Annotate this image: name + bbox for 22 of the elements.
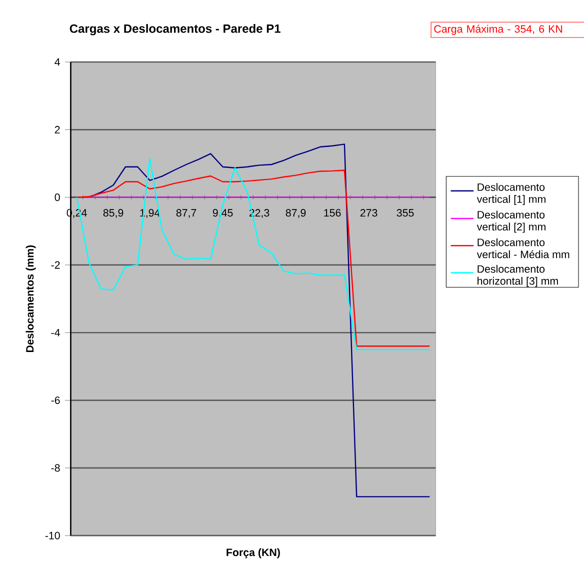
- y-tick-label: -6: [51, 396, 60, 404]
- x-tick-label: 156: [324, 209, 341, 217]
- chart-title: Cargas x Deslocamentos - Parede P1: [70, 24, 280, 36]
- legend-label: Deslocamento horizontal [3] mm: [478, 264, 558, 287]
- y-tick-label: -10: [45, 532, 60, 540]
- y-tick-label: -8: [51, 464, 60, 472]
- y-tick-label: -2: [51, 261, 60, 269]
- legend-label: Deslocamento vertical [2] mm: [476, 210, 546, 233]
- legend-label: Deslocamento vertical [1] mm: [476, 183, 546, 206]
- x-tick-label: 87,7: [176, 209, 196, 218]
- y-tick-label: -4: [51, 328, 60, 336]
- x-axis-title: Força (KN): [226, 548, 280, 558]
- x-tick-label: 355: [396, 209, 414, 217]
- y-tick-label: 2: [54, 126, 60, 134]
- x-tick-label: 87,9: [286, 209, 306, 218]
- x-tick-label: 85,9: [103, 209, 124, 218]
- y-axis-title: Deslocamentos (mm): [26, 245, 36, 352]
- text: Carga Máxima - 354, 6 KN: [434, 24, 562, 35]
- y-tick-label: 0: [54, 194, 60, 202]
- y-tick-label: 4: [54, 58, 60, 66]
- legend-label: Deslocamento vertical - Média mm: [476, 238, 570, 258]
- x-tick-label: 273: [360, 209, 378, 217]
